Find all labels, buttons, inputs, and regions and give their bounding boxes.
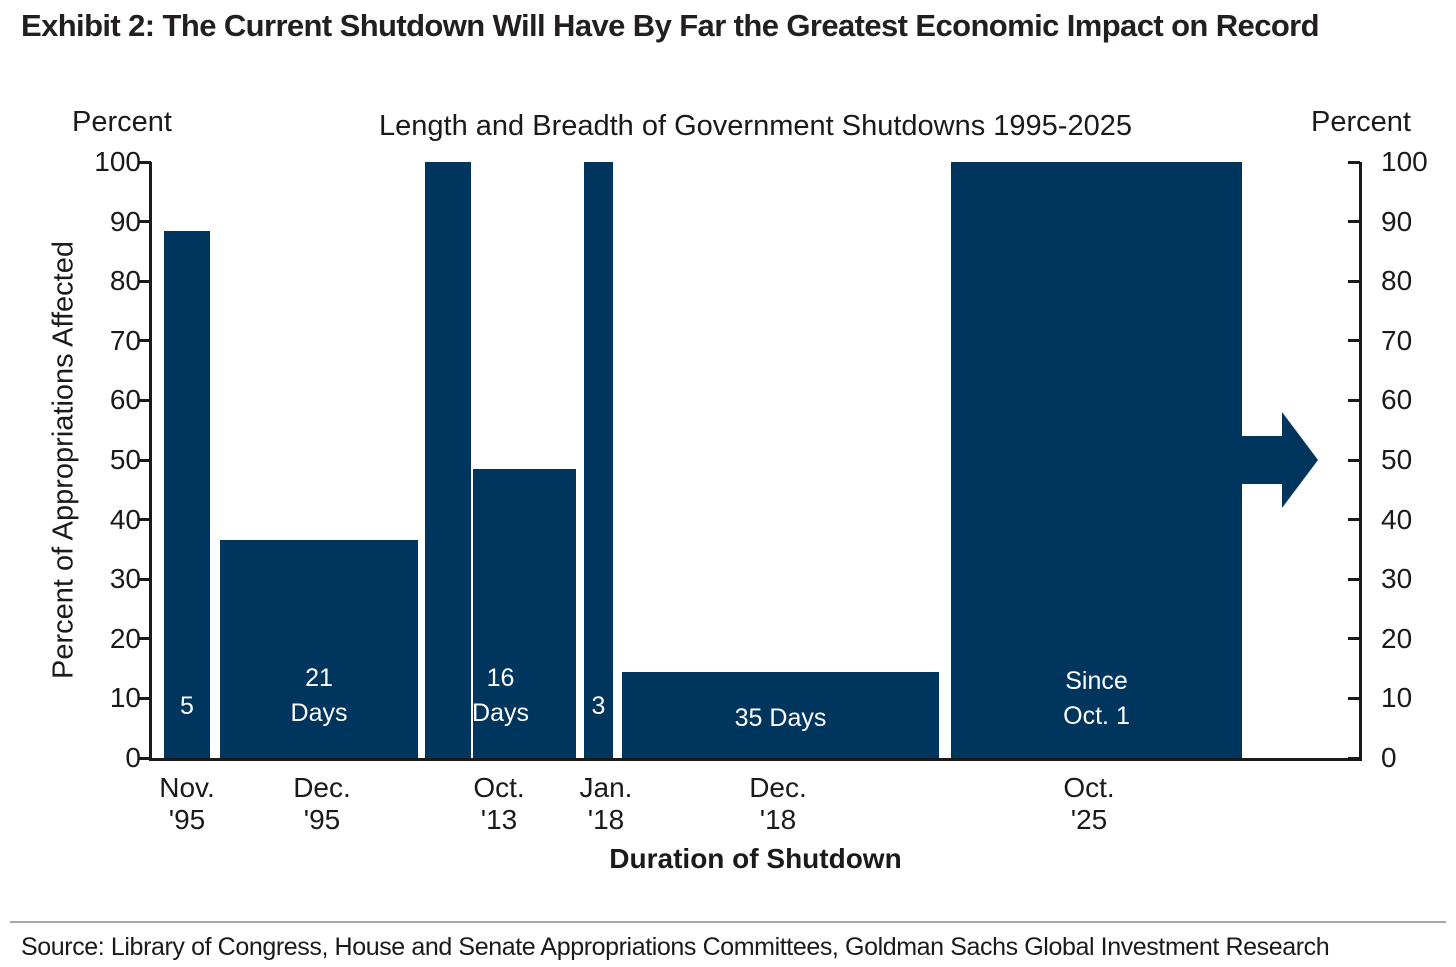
ongoing-arrow-head — [1282, 412, 1318, 508]
y-tick-label-right-30: 30 — [1381, 563, 1413, 595]
y-tick-mark-right-70 — [1348, 339, 1360, 343]
y-tick-mark-left-50 — [139, 458, 151, 462]
y-tick-mark-left-60 — [139, 398, 151, 402]
ongoing-arrow-stem — [1242, 436, 1282, 484]
x-tick-label-nov95: Nov. '95 — [159, 772, 215, 835]
x-tick-label-oct25: Oct. '25 — [1063, 772, 1115, 835]
bar-label-dec95: 21 Days — [290, 664, 348, 727]
left-axis-unit-label: Percent — [72, 106, 172, 138]
x-axis-title: Duration of Shutdown — [609, 843, 902, 874]
x-tick-label-dec18: Dec. '18 — [749, 772, 807, 835]
y-tick-mark-right-10 — [1348, 696, 1360, 700]
y-tick-label-left-20: 20 — [109, 622, 141, 654]
exhibit-title: Exhibit 2: The Current Shutdown Will Hav… — [21, 8, 1320, 43]
y-tick-label-left-40: 40 — [109, 503, 141, 535]
y-tick-label-left-50: 50 — [109, 444, 141, 475]
y-tick-label-left-60: 60 — [109, 384, 141, 416]
y-tick-mark-right-60 — [1348, 398, 1360, 402]
y-tick-mark-right-100 — [1348, 160, 1360, 164]
x-tick-label-dec95: Dec. '95 — [293, 772, 351, 835]
bar-oct13-segment-2 — [473, 468, 576, 758]
bar-dec95-segment-1 — [220, 540, 418, 758]
x-tick-label-jan18: Jan. '18 — [579, 772, 633, 835]
y-tick-label-right-40: 40 — [1381, 503, 1413, 535]
y-tick-label-left-70: 70 — [109, 324, 141, 356]
y-tick-label-right-60: 60 — [1381, 384, 1413, 416]
source-divider — [10, 921, 1446, 923]
y-tick-mark-right-30 — [1348, 577, 1360, 581]
y-tick-mark-right-50 — [1348, 458, 1360, 462]
y-tick-mark-right-40 — [1348, 518, 1360, 522]
y-tick-mark-left-20 — [139, 637, 151, 641]
y-tick-label-left-0: 0 — [125, 742, 141, 773]
y-tick-label-right-0: 0 — [1381, 742, 1397, 773]
y-tick-mark-right-20 — [1348, 637, 1360, 641]
chart-title: Length and Breadth of Government Shutdow… — [379, 110, 1132, 142]
x-tick-label-oct13: Oct. '13 — [473, 772, 525, 835]
bar-label-nov95: 5 — [180, 692, 194, 720]
bar-label-oct13: 16 Days — [472, 664, 529, 727]
bar-label-jan18: 3 — [591, 692, 606, 720]
y-tick-mark-right-80 — [1348, 279, 1360, 283]
y-tick-mark-left-100 — [139, 160, 151, 164]
y-tick-label-right-20: 20 — [1381, 622, 1413, 654]
y-tick-mark-left-40 — [139, 518, 151, 522]
y-tick-mark-right-90 — [1348, 220, 1360, 224]
y-tick-label-right-50: 50 — [1381, 444, 1413, 475]
bar-oct25-segment-1 — [951, 162, 1242, 758]
plot-frame — [149, 162, 1362, 761]
source-text: Source: Library of Congress, House and S… — [21, 933, 1330, 961]
bar-label-dec18: 35 Days — [734, 704, 827, 732]
y-tick-label-right-100: 100 — [1381, 146, 1428, 177]
y-tick-mark-left-30 — [139, 577, 151, 581]
y-tick-label-right-90: 90 — [1381, 205, 1413, 237]
y-tick-mark-left-90 — [139, 220, 151, 224]
bar-jan18-segment-1 — [584, 162, 613, 758]
right-axis-unit-label: Percent — [1311, 106, 1411, 138]
bar-nov95-segment-1 — [164, 230, 210, 758]
y-tick-mark-right-0 — [1348, 756, 1360, 760]
bar-dec18-segment-1 — [622, 671, 939, 758]
y-tick-mark-left-80 — [139, 279, 151, 283]
y-tick-label-left-90: 90 — [109, 205, 141, 237]
bar-label-oct25: Since Oct. 1 — [1063, 667, 1130, 730]
y-tick-mark-left-10 — [139, 696, 151, 700]
y-tick-label-left-80: 80 — [109, 265, 141, 297]
y-tick-label-right-10: 10 — [1381, 682, 1413, 714]
y-tick-label-left-10: 10 — [109, 682, 141, 714]
bar-oct13-segment-1 — [425, 162, 471, 758]
y-tick-label-left-30: 30 — [109, 563, 141, 595]
y-tick-label-right-80: 80 — [1381, 265, 1413, 297]
y-tick-label-left-100: 100 — [94, 146, 141, 177]
y-tick-mark-left-0 — [139, 756, 151, 760]
y-tick-mark-left-70 — [139, 339, 151, 343]
y-tick-label-right-70: 70 — [1381, 324, 1413, 356]
